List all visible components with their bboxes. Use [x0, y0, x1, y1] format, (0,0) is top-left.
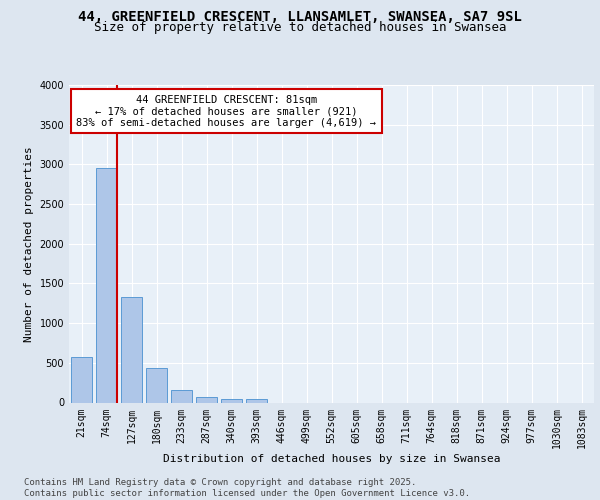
Text: Contains HM Land Registry data © Crown copyright and database right 2025.
Contai: Contains HM Land Registry data © Crown c… — [24, 478, 470, 498]
X-axis label: Distribution of detached houses by size in Swansea: Distribution of detached houses by size … — [163, 454, 500, 464]
Bar — [171, 390, 192, 402]
Bar — [246, 398, 267, 402]
Bar — [71, 357, 92, 403]
Text: 44 GREENFIELD CRESCENT: 81sqm
← 17% of detached houses are smaller (921)
83% of : 44 GREENFIELD CRESCENT: 81sqm ← 17% of d… — [77, 94, 377, 128]
Text: 44, GREENFIELD CRESCENT, LLANSAMLET, SWANSEA, SA7 9SL: 44, GREENFIELD CRESCENT, LLANSAMLET, SWA… — [78, 10, 522, 24]
Text: Size of property relative to detached houses in Swansea: Size of property relative to detached ho… — [94, 22, 506, 35]
Bar — [221, 398, 242, 402]
Bar — [146, 368, 167, 402]
Bar — [121, 297, 142, 403]
Bar — [96, 168, 117, 402]
Bar — [196, 396, 217, 402]
Y-axis label: Number of detached properties: Number of detached properties — [24, 146, 34, 342]
